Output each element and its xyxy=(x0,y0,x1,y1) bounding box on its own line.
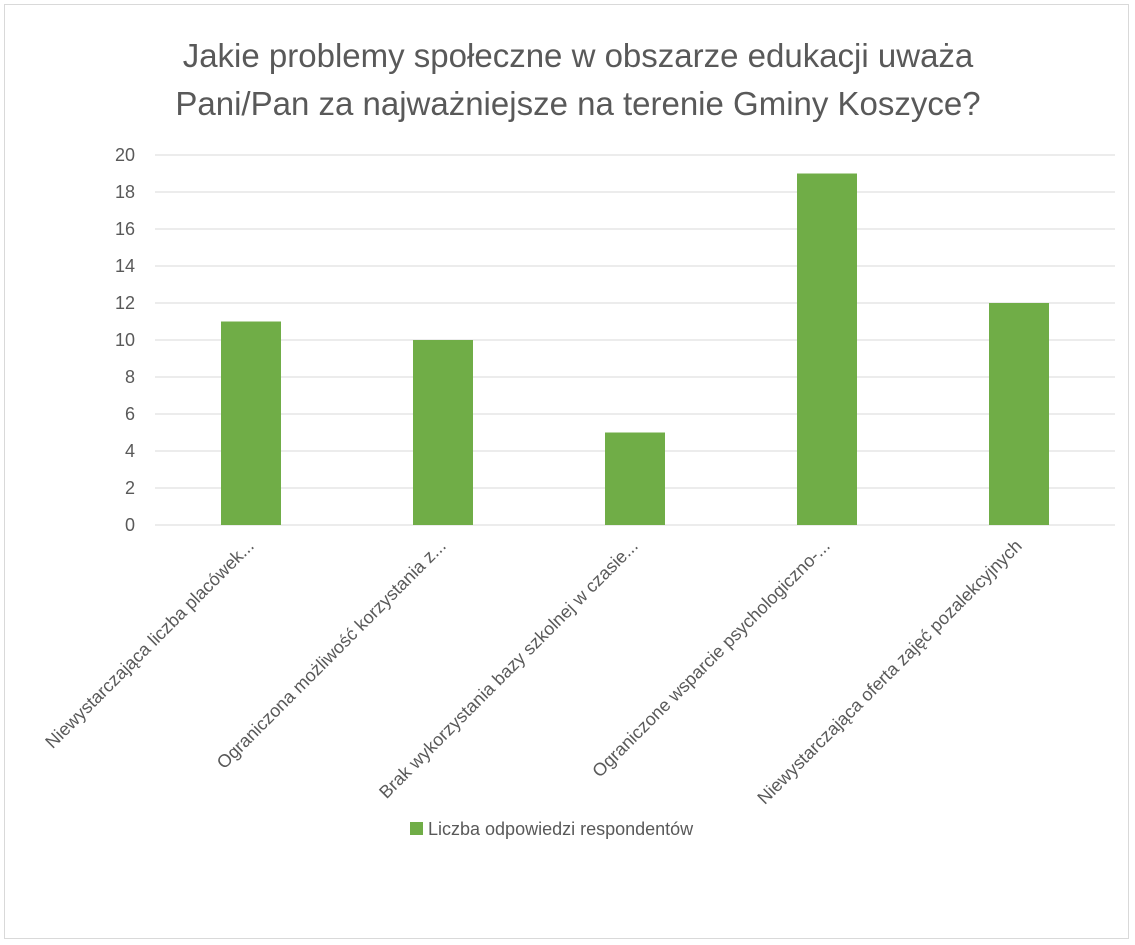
legend-swatch xyxy=(410,822,423,835)
chart-frame xyxy=(4,4,1129,939)
bar xyxy=(221,321,281,525)
y-tick-label: 14 xyxy=(115,256,135,276)
x-category-label: Ograniczone wsparcie psychologiczno-... xyxy=(588,536,833,781)
x-category-label: Niewystarczająca liczba placówek... xyxy=(41,536,257,752)
y-tick-label: 20 xyxy=(115,145,135,165)
legend-label: Liczba odpowiedzi respondentów xyxy=(428,819,694,839)
chart-title-line-2: Pani/Pan za najważniejsze na terenie Gmi… xyxy=(175,85,980,122)
y-tick-label: 16 xyxy=(115,219,135,239)
x-axis-labels: Niewystarczająca liczba placówek...Ogran… xyxy=(41,536,1025,808)
gridlines xyxy=(155,154,1115,526)
legend: Liczba odpowiedzi respondentów xyxy=(410,819,694,839)
y-tick-label: 10 xyxy=(115,330,135,350)
bar xyxy=(797,173,857,525)
y-tick-label: 2 xyxy=(125,478,135,498)
chart-title: Jakie problemy społeczne w obszarze eduk… xyxy=(175,37,980,122)
bar xyxy=(413,340,473,525)
y-tick-label: 6 xyxy=(125,404,135,424)
chart-title-line-1: Jakie problemy społeczne w obszarze eduk… xyxy=(183,37,974,74)
y-tick-label: 18 xyxy=(115,182,135,202)
y-tick-label: 4 xyxy=(125,441,135,461)
bar xyxy=(989,303,1049,525)
y-tick-label: 0 xyxy=(125,515,135,535)
y-axis-ticks: 0 2 4 6 8 10 12 14 16 18 20 xyxy=(115,145,135,535)
x-category-label: Ograniczona możliwość korzystania z... xyxy=(213,536,450,773)
bars xyxy=(221,173,1049,525)
y-tick-label: 12 xyxy=(115,293,135,313)
bar xyxy=(605,432,665,525)
y-tick-label: 8 xyxy=(125,367,135,387)
